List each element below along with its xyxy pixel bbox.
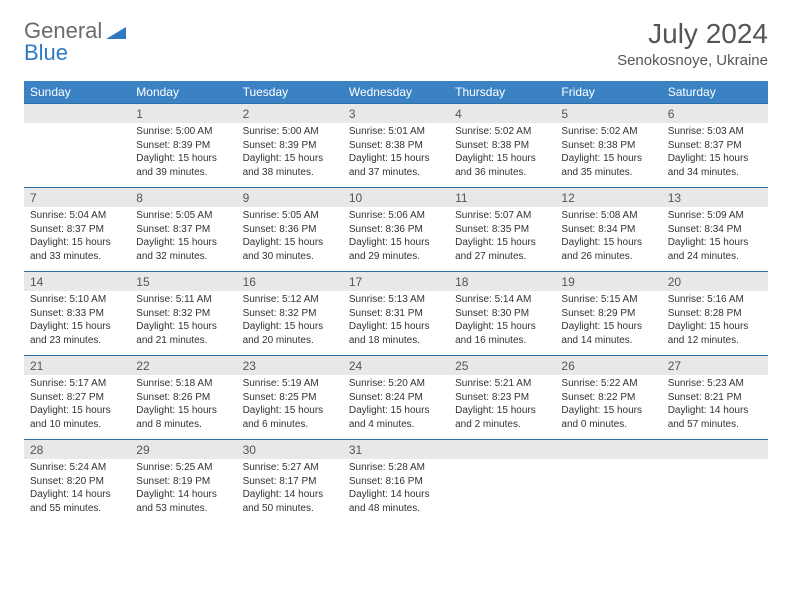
day-detail-cell: Sunrise: 5:17 AMSunset: 8:27 PMDaylight:… — [24, 375, 130, 440]
day-number-row: 78910111213 — [24, 188, 768, 208]
day-number-cell: 22 — [130, 356, 236, 376]
day-detail-cell: Sunrise: 5:14 AMSunset: 8:30 PMDaylight:… — [449, 291, 555, 356]
day-detail-cell: Sunrise: 5:03 AMSunset: 8:37 PMDaylight:… — [662, 123, 768, 188]
day-detail-cell: Sunrise: 5:02 AMSunset: 8:38 PMDaylight:… — [449, 123, 555, 188]
day-detail-cell: Sunrise: 5:08 AMSunset: 8:34 PMDaylight:… — [555, 207, 661, 272]
day-detail-cell — [24, 123, 130, 188]
day-number-cell: 17 — [343, 272, 449, 292]
day-number-cell: 27 — [662, 356, 768, 376]
calendar-table: SundayMondayTuesdayWednesdayThursdayFrid… — [24, 81, 768, 523]
day-detail-cell: Sunrise: 5:01 AMSunset: 8:38 PMDaylight:… — [343, 123, 449, 188]
page-title: July 2024 — [617, 18, 768, 50]
day-detail-cell: Sunrise: 5:27 AMSunset: 8:17 PMDaylight:… — [237, 459, 343, 523]
weekday-header-row: SundayMondayTuesdayWednesdayThursdayFrid… — [24, 81, 768, 104]
day-detail-cell: Sunrise: 5:00 AMSunset: 8:39 PMDaylight:… — [237, 123, 343, 188]
day-number-cell: 15 — [130, 272, 236, 292]
day-number-cell: 7 — [24, 188, 130, 208]
day-detail-row: Sunrise: 5:04 AMSunset: 8:37 PMDaylight:… — [24, 207, 768, 272]
day-detail-cell: Sunrise: 5:15 AMSunset: 8:29 PMDaylight:… — [555, 291, 661, 356]
day-number-cell: 12 — [555, 188, 661, 208]
logo-triangle-icon — [106, 23, 126, 39]
day-number-cell — [24, 104, 130, 124]
day-number-cell: 26 — [555, 356, 661, 376]
day-number-cell: 1 — [130, 104, 236, 124]
day-number-cell: 5 — [555, 104, 661, 124]
header: General July 2024 Senokosnoye, Ukraine — [24, 18, 768, 69]
day-detail-cell — [662, 459, 768, 523]
weekday-header: Thursday — [449, 81, 555, 104]
day-number-cell: 25 — [449, 356, 555, 376]
day-detail-cell: Sunrise: 5:07 AMSunset: 8:35 PMDaylight:… — [449, 207, 555, 272]
day-number-cell: 30 — [237, 440, 343, 460]
day-number-cell: 16 — [237, 272, 343, 292]
day-number-cell: 10 — [343, 188, 449, 208]
day-number-row: 21222324252627 — [24, 356, 768, 376]
day-number-cell: 23 — [237, 356, 343, 376]
day-detail-row: Sunrise: 5:17 AMSunset: 8:27 PMDaylight:… — [24, 375, 768, 440]
day-number-cell: 8 — [130, 188, 236, 208]
day-detail-cell: Sunrise: 5:04 AMSunset: 8:37 PMDaylight:… — [24, 207, 130, 272]
day-number-row: 14151617181920 — [24, 272, 768, 292]
day-number-row: 123456 — [24, 104, 768, 124]
day-number-cell — [555, 440, 661, 460]
day-detail-cell: Sunrise: 5:00 AMSunset: 8:39 PMDaylight:… — [130, 123, 236, 188]
day-number-cell: 18 — [449, 272, 555, 292]
day-detail-cell: Sunrise: 5:20 AMSunset: 8:24 PMDaylight:… — [343, 375, 449, 440]
location-label: Senokosnoye, Ukraine — [617, 52, 768, 69]
brand-part2: Blue — [24, 40, 68, 65]
weekday-header: Wednesday — [343, 81, 449, 104]
day-number-cell: 3 — [343, 104, 449, 124]
day-detail-cell: Sunrise: 5:05 AMSunset: 8:37 PMDaylight:… — [130, 207, 236, 272]
day-detail-cell: Sunrise: 5:12 AMSunset: 8:32 PMDaylight:… — [237, 291, 343, 356]
day-number-cell: 6 — [662, 104, 768, 124]
day-detail-row: Sunrise: 5:00 AMSunset: 8:39 PMDaylight:… — [24, 123, 768, 188]
day-number-cell: 28 — [24, 440, 130, 460]
day-number-cell: 13 — [662, 188, 768, 208]
day-detail-cell: Sunrise: 5:10 AMSunset: 8:33 PMDaylight:… — [24, 291, 130, 356]
day-number-cell: 24 — [343, 356, 449, 376]
day-detail-cell: Sunrise: 5:22 AMSunset: 8:22 PMDaylight:… — [555, 375, 661, 440]
day-number-cell: 11 — [449, 188, 555, 208]
day-number-cell: 4 — [449, 104, 555, 124]
day-detail-cell: Sunrise: 5:23 AMSunset: 8:21 PMDaylight:… — [662, 375, 768, 440]
day-detail-cell: Sunrise: 5:21 AMSunset: 8:23 PMDaylight:… — [449, 375, 555, 440]
weekday-header: Sunday — [24, 81, 130, 104]
calendar-body: 123456 Sunrise: 5:00 AMSunset: 8:39 PMDa… — [24, 104, 768, 524]
day-detail-cell — [449, 459, 555, 523]
day-number-cell — [449, 440, 555, 460]
day-detail-cell: Sunrise: 5:13 AMSunset: 8:31 PMDaylight:… — [343, 291, 449, 356]
day-number-cell — [662, 440, 768, 460]
day-detail-row: Sunrise: 5:10 AMSunset: 8:33 PMDaylight:… — [24, 291, 768, 356]
day-number-cell: 31 — [343, 440, 449, 460]
day-number-cell: 2 — [237, 104, 343, 124]
day-number-cell: 14 — [24, 272, 130, 292]
day-detail-cell: Sunrise: 5:28 AMSunset: 8:16 PMDaylight:… — [343, 459, 449, 523]
day-detail-cell: Sunrise: 5:06 AMSunset: 8:36 PMDaylight:… — [343, 207, 449, 272]
day-detail-cell: Sunrise: 5:19 AMSunset: 8:25 PMDaylight:… — [237, 375, 343, 440]
weekday-header: Saturday — [662, 81, 768, 104]
day-detail-cell: Sunrise: 5:16 AMSunset: 8:28 PMDaylight:… — [662, 291, 768, 356]
day-detail-cell — [555, 459, 661, 523]
weekday-header: Tuesday — [237, 81, 343, 104]
day-detail-cell: Sunrise: 5:11 AMSunset: 8:32 PMDaylight:… — [130, 291, 236, 356]
day-detail-row: Sunrise: 5:24 AMSunset: 8:20 PMDaylight:… — [24, 459, 768, 523]
day-number-cell: 29 — [130, 440, 236, 460]
day-detail-cell: Sunrise: 5:05 AMSunset: 8:36 PMDaylight:… — [237, 207, 343, 272]
day-number-cell: 9 — [237, 188, 343, 208]
weekday-header: Friday — [555, 81, 661, 104]
day-number-cell: 20 — [662, 272, 768, 292]
day-detail-cell: Sunrise: 5:25 AMSunset: 8:19 PMDaylight:… — [130, 459, 236, 523]
day-number-cell: 19 — [555, 272, 661, 292]
day-detail-cell: Sunrise: 5:09 AMSunset: 8:34 PMDaylight:… — [662, 207, 768, 272]
brand-line2: Blue — [24, 40, 68, 66]
day-detail-cell: Sunrise: 5:02 AMSunset: 8:38 PMDaylight:… — [555, 123, 661, 188]
weekday-header: Monday — [130, 81, 236, 104]
day-number-row: 28293031 — [24, 440, 768, 460]
day-detail-cell: Sunrise: 5:18 AMSunset: 8:26 PMDaylight:… — [130, 375, 236, 440]
title-block: July 2024 Senokosnoye, Ukraine — [617, 18, 768, 69]
day-number-cell: 21 — [24, 356, 130, 376]
day-detail-cell: Sunrise: 5:24 AMSunset: 8:20 PMDaylight:… — [24, 459, 130, 523]
